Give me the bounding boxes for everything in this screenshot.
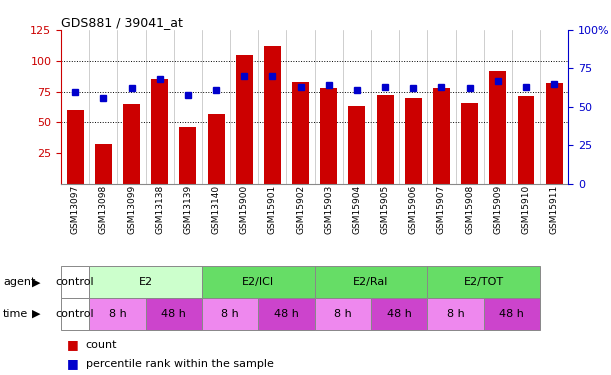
Bar bbox=[180, 127, 196, 184]
Text: E2: E2 bbox=[139, 277, 153, 287]
Bar bbox=[145, 298, 202, 330]
Text: time: time bbox=[3, 309, 28, 319]
Text: 8 h: 8 h bbox=[221, 309, 239, 319]
Bar bbox=[484, 298, 540, 330]
Bar bbox=[89, 298, 145, 330]
Bar bbox=[258, 298, 315, 330]
Bar bbox=[208, 114, 224, 184]
Bar bbox=[202, 298, 258, 330]
Bar bbox=[405, 98, 422, 184]
Bar bbox=[489, 70, 507, 184]
Text: 48 h: 48 h bbox=[387, 309, 412, 319]
Bar bbox=[152, 79, 168, 184]
Text: count: count bbox=[86, 340, 117, 350]
Bar bbox=[202, 266, 315, 298]
Bar bbox=[315, 266, 427, 298]
Text: 48 h: 48 h bbox=[161, 309, 186, 319]
Bar bbox=[123, 104, 140, 184]
Text: agent: agent bbox=[3, 277, 35, 287]
Text: ■: ■ bbox=[67, 339, 79, 351]
Bar bbox=[236, 55, 253, 184]
Bar bbox=[292, 82, 309, 184]
Text: 48 h: 48 h bbox=[499, 309, 524, 319]
Text: E2/ICI: E2/ICI bbox=[242, 277, 274, 287]
Text: GDS881 / 39041_at: GDS881 / 39041_at bbox=[61, 16, 183, 29]
Text: percentile rank within the sample: percentile rank within the sample bbox=[86, 359, 273, 369]
Bar bbox=[315, 298, 371, 330]
Bar bbox=[427, 266, 540, 298]
Text: control: control bbox=[56, 277, 95, 287]
Text: 8 h: 8 h bbox=[447, 309, 464, 319]
Bar bbox=[61, 298, 89, 330]
Bar bbox=[95, 144, 112, 184]
Text: ■: ■ bbox=[67, 357, 79, 370]
Bar bbox=[89, 266, 202, 298]
Text: ▶: ▶ bbox=[32, 277, 40, 287]
Text: 8 h: 8 h bbox=[109, 309, 126, 319]
Text: control: control bbox=[56, 309, 95, 319]
Text: 48 h: 48 h bbox=[274, 309, 299, 319]
Bar bbox=[433, 88, 450, 184]
Bar bbox=[371, 298, 427, 330]
Text: E2/TOT: E2/TOT bbox=[464, 277, 504, 287]
Text: 8 h: 8 h bbox=[334, 309, 352, 319]
Bar bbox=[461, 103, 478, 184]
Bar bbox=[61, 266, 89, 298]
Bar bbox=[546, 83, 563, 184]
Bar bbox=[518, 96, 535, 184]
Bar bbox=[264, 46, 281, 184]
Bar bbox=[348, 106, 365, 184]
Text: E2/Ral: E2/Ral bbox=[353, 277, 389, 287]
Bar bbox=[320, 88, 337, 184]
Bar bbox=[427, 298, 484, 330]
Bar bbox=[67, 110, 84, 184]
Bar bbox=[376, 95, 393, 184]
Text: ▶: ▶ bbox=[32, 309, 40, 319]
